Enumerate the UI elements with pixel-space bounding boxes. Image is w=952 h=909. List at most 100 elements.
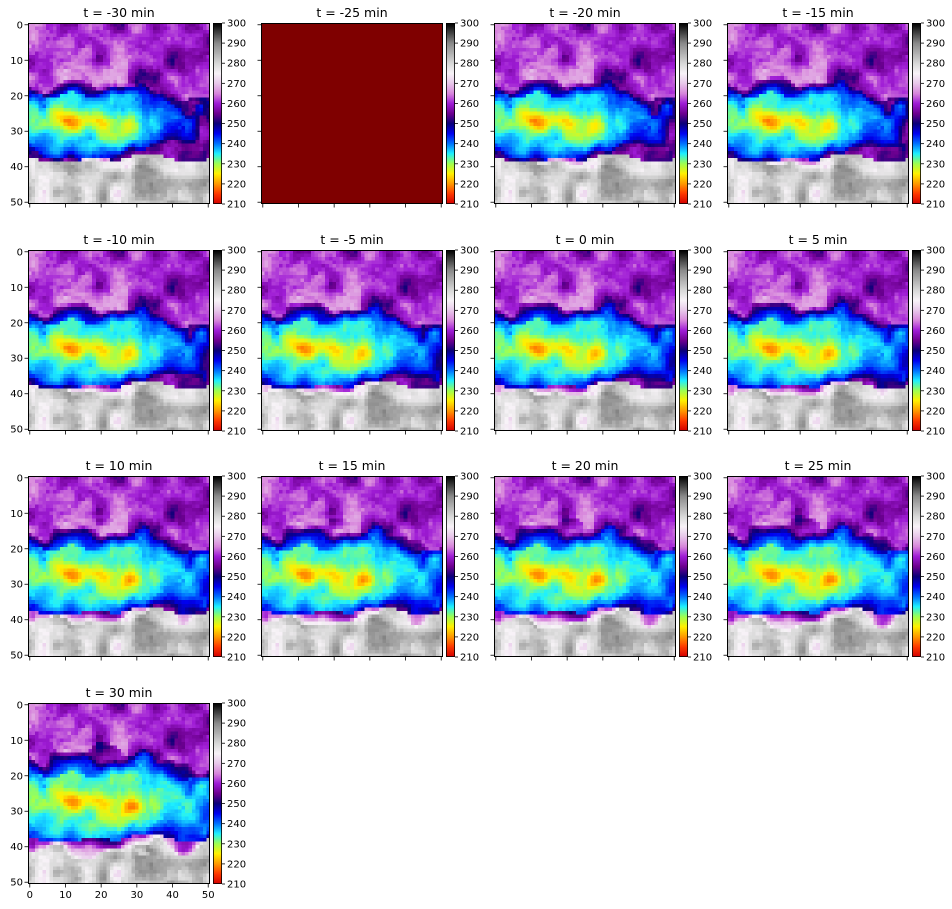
panel-7: t = 5 min210220230240250260270280290300 <box>724 232 946 438</box>
panel-title: t = -30 min <box>83 5 154 20</box>
panel-title: t = 0 min <box>556 232 615 247</box>
colorbar-tick-label: 230 <box>926 386 945 397</box>
colorbar-tick-label: 280 <box>460 59 479 70</box>
panel-title: t = 15 min <box>319 458 386 473</box>
colorbar-tick-label: 250 <box>926 119 945 130</box>
colorbar-tick-label: 220 <box>926 406 945 417</box>
colorbar-tick-label: 220 <box>693 632 712 643</box>
colorbar-tick-label: 290 <box>693 39 712 50</box>
colorbar-tick-label: 300 <box>693 19 712 30</box>
colorbar-tick-label: 220 <box>926 632 945 643</box>
colorbar-tick-label: 240 <box>693 592 712 603</box>
panel-10: t = 20 min210220230240250260270280290300 <box>491 458 713 664</box>
colorbar-tick-label: 270 <box>460 306 479 317</box>
colorbar-tick-label: 290 <box>926 39 945 50</box>
y-tick-label: 50 <box>10 878 23 889</box>
colorbar <box>446 476 455 657</box>
colorbar-tick-label: 280 <box>926 512 945 523</box>
colorbar-tick-label: 280 <box>227 59 246 70</box>
panel-12: t = 30 min0 10 20 30 40 5001020304050 21022023… <box>10 685 246 901</box>
colorbar-tick-label: 220 <box>693 179 712 190</box>
colorbar-tick-label: 210 <box>693 427 712 438</box>
colorbar-tick-label: 230 <box>693 612 712 623</box>
colorbar-tick-label: 300 <box>227 472 246 483</box>
colorbar-tick-label: 300 <box>926 246 945 257</box>
colorbar <box>213 23 222 204</box>
y-tick-label: 10 <box>10 509 23 520</box>
colorbar-tick-label: 230 <box>693 159 712 170</box>
colorbar-tick-label: 230 <box>693 386 712 397</box>
colorbar-tick-label: 250 <box>926 572 945 583</box>
panel-8: t = 10 min01020304050 2102202302402502602… <box>10 458 246 664</box>
colorbar-tick-label: 270 <box>227 306 246 317</box>
colorbar-tick-label: 240 <box>227 819 246 830</box>
colorbar-tick-label: 220 <box>227 179 246 190</box>
colorbar-tick-label: 250 <box>227 572 246 583</box>
y-tick-label: 30 <box>10 807 23 818</box>
y-tick-label: 40 <box>10 615 23 626</box>
colorbar-tick-label: 260 <box>693 99 712 110</box>
colorbar-tick-label: 210 <box>227 200 246 211</box>
colorbar-tick-label: 230 <box>460 386 479 397</box>
colorbar-tick-label: 240 <box>693 366 712 377</box>
colorbar-tick-label: 240 <box>693 139 712 150</box>
colorbar-tick-label: 260 <box>926 99 945 110</box>
colorbar-tick-label: 250 <box>227 119 246 130</box>
y-tick-label: 30 <box>10 127 23 138</box>
colorbar-tick-label: 230 <box>460 159 479 170</box>
colorbar-tick-label: 210 <box>926 427 945 438</box>
colorbar-tick-label: 260 <box>460 99 479 110</box>
colorbar-tick-label: 260 <box>460 326 479 337</box>
colorbar <box>679 476 688 657</box>
colorbar-tick-label: 240 <box>227 366 246 377</box>
colorbar-tick-label: 250 <box>693 572 712 583</box>
y-tick-label: 30 <box>10 580 23 591</box>
colorbar-tick-label: 270 <box>693 532 712 543</box>
colorbar-tick-label: 240 <box>460 592 479 603</box>
x-tick-label: 20 <box>95 890 108 901</box>
panel-title: t = 10 min <box>86 458 153 473</box>
panel-title: t = -15 min <box>782 5 853 20</box>
colorbar <box>912 23 921 204</box>
colorbar-tick-label: 260 <box>926 326 945 337</box>
heatmap-image <box>28 476 210 657</box>
heatmap-image <box>261 23 443 204</box>
heatmap-image <box>727 23 909 204</box>
heatmap-image <box>727 250 909 431</box>
heatmap-image <box>494 250 676 431</box>
panel-4: t = -10 min01020304050 210220230240250260… <box>10 232 246 438</box>
colorbar-tick-label: 210 <box>227 653 246 664</box>
colorbar-tick-label: 230 <box>227 612 246 623</box>
x-tick-label: 50 <box>202 890 215 901</box>
colorbar-tick-label: 300 <box>227 246 246 257</box>
colorbar-tick-label: 260 <box>227 552 246 563</box>
colorbar-tick-label: 290 <box>227 266 246 277</box>
colorbar-tick-label: 300 <box>227 19 246 30</box>
y-tick-label: 10 <box>10 283 23 294</box>
colorbar-tick-label: 280 <box>460 286 479 297</box>
y-tick-label: 20 <box>10 544 23 555</box>
heatmap-image <box>261 476 443 657</box>
panel-title: t = 5 min <box>789 232 848 247</box>
colorbar-tick-label: 220 <box>460 179 479 190</box>
colorbar-tick-label: 260 <box>227 779 246 790</box>
x-tick-label: 30 <box>130 890 143 901</box>
colorbar-tick-label: 270 <box>693 79 712 90</box>
colorbar-tick-label: 250 <box>227 799 246 810</box>
x-tick-label: 40 <box>166 890 179 901</box>
colorbar-tick-label: 280 <box>926 59 945 70</box>
colorbar <box>213 703 222 884</box>
panel-title: t = 25 min <box>785 458 852 473</box>
panel-title: t = 20 min <box>552 458 619 473</box>
panel-title: t = 30 min <box>86 685 153 700</box>
colorbar-tick-label: 280 <box>227 739 246 750</box>
colorbar-tick-label: 220 <box>926 179 945 190</box>
colorbar-tick-label: 300 <box>227 699 246 710</box>
colorbar-tick-label: 220 <box>460 632 479 643</box>
colorbar-tick-label: 240 <box>460 366 479 377</box>
colorbar-tick-label: 290 <box>227 39 246 50</box>
colorbar <box>446 23 455 204</box>
colorbar-tick-label: 230 <box>227 839 246 850</box>
colorbar-tick-label: 300 <box>460 472 479 483</box>
colorbar-tick-label: 210 <box>227 427 246 438</box>
